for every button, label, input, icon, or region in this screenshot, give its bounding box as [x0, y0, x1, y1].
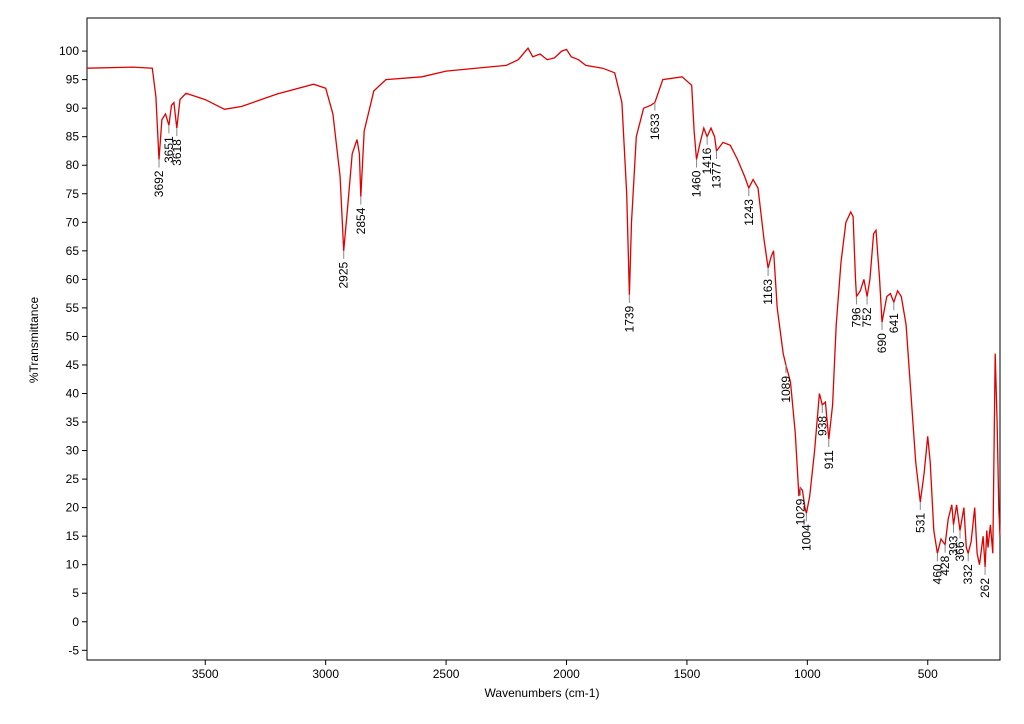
y-tick-label: 35 — [66, 415, 80, 429]
peak-label: 460 — [930, 564, 944, 584]
peak-label: 911 — [822, 450, 836, 469]
plot-frame — [86, 17, 1001, 661]
y-tick-label: 20 — [66, 501, 80, 515]
x-tick-label: 1500 — [674, 667, 701, 681]
y-tick-label: 65 — [66, 244, 80, 258]
y-tick-label: 5 — [72, 586, 79, 600]
peak-label: 1416 — [700, 147, 714, 174]
peak-label: 1089 — [779, 376, 793, 403]
peak-label: 796 — [849, 307, 863, 327]
peak-label: 2925 — [337, 262, 351, 289]
x-tick-label: 3000 — [312, 667, 339, 681]
peak-label: 1377 — [710, 162, 724, 189]
peak-label: 641 — [887, 313, 901, 333]
x-tick-label: 2500 — [433, 667, 460, 681]
y-tick-label: 0 — [72, 615, 79, 629]
peak-label: 1243 — [742, 199, 756, 226]
y-tick-label: -5 — [68, 643, 79, 657]
spectrum-line — [86, 47, 1001, 568]
y-tick-label: 90 — [66, 101, 80, 115]
peak-label: 531 — [913, 513, 927, 533]
y-tick-label: 80 — [66, 158, 80, 172]
x-tick-label: 1000 — [794, 667, 821, 681]
peak-label: 393 — [947, 535, 961, 555]
y-tick-label: 50 — [66, 329, 80, 343]
peak-label: 1029 — [793, 498, 807, 525]
peak-label: 262 — [978, 578, 992, 598]
peak-label: 2854 — [354, 207, 368, 234]
y-tick-label: 10 — [66, 558, 80, 572]
peak-label: 3618 — [170, 139, 184, 166]
peak-label: 938 — [815, 416, 829, 436]
peak-label: 1004 — [799, 524, 813, 551]
peak-label: 332 — [961, 564, 975, 584]
y-tick-label: 30 — [66, 444, 80, 458]
y-axis-label: %Transmittance — [27, 297, 41, 384]
y-tick-label: 15 — [66, 529, 80, 543]
y-tick-label: 45 — [66, 358, 80, 372]
peak-label: 1633 — [648, 113, 662, 140]
y-tick-label: 25 — [66, 472, 80, 486]
y-tick-label: 75 — [66, 187, 80, 201]
x-axis-label: Wavenumbers (cm-1) — [485, 686, 600, 700]
y-tick-label: 95 — [66, 73, 80, 87]
peak-label: 1163 — [761, 279, 775, 305]
y-tick-label: 100 — [59, 44, 79, 58]
peak-label: 3651 — [162, 136, 176, 163]
peak-label: 752 — [860, 307, 874, 327]
y-tick-label: 40 — [66, 386, 80, 400]
x-tick-label: 500 — [918, 667, 938, 681]
peak-label: 1460 — [690, 170, 704, 197]
y-tick-label: 70 — [66, 215, 80, 229]
peak-label: 428 — [938, 555, 952, 575]
peak-label: 690 — [875, 333, 889, 353]
y-tick-label: 60 — [66, 272, 80, 286]
y-tick-label: 55 — [66, 301, 80, 315]
peak-label: 1739 — [622, 305, 636, 332]
y-tick-label: 85 — [66, 130, 80, 144]
x-tick-label: 2000 — [553, 667, 580, 681]
x-tick-label: 3500 — [192, 667, 219, 681]
peak-label: 3692 — [152, 170, 166, 197]
peak-label: 366 — [953, 541, 967, 561]
